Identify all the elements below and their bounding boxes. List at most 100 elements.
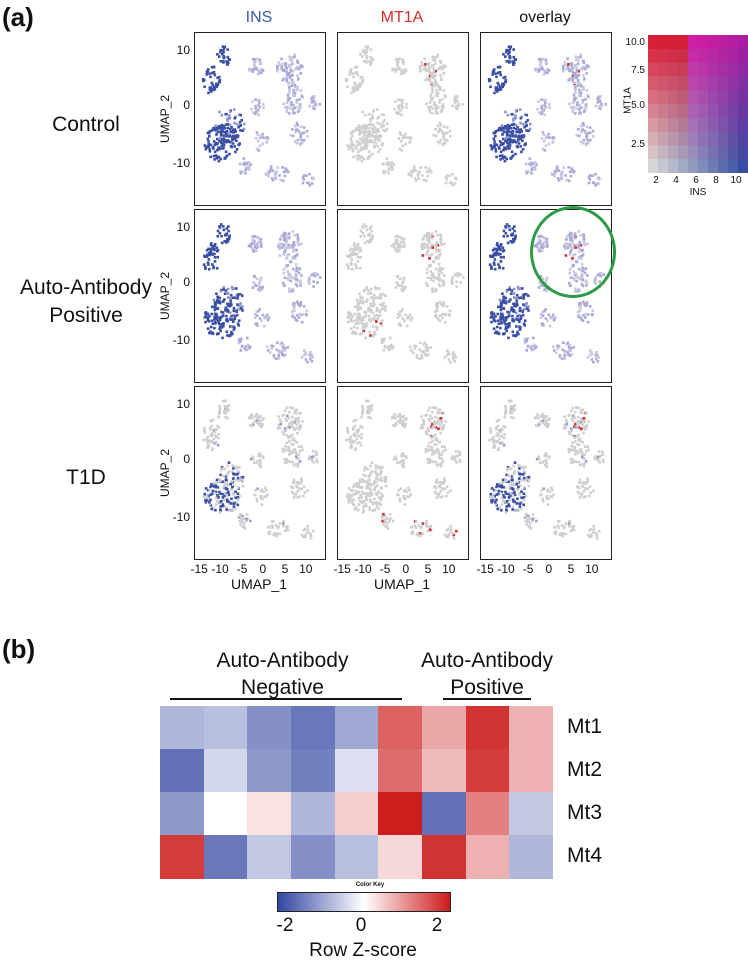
umap-point — [450, 456, 454, 460]
umap-point — [293, 234, 297, 237]
umap-point — [293, 409, 297, 412]
umap-point — [529, 521, 532, 525]
umap-point — [209, 428, 212, 431]
umap-point — [381, 303, 384, 306]
umap-plot-2-1 — [337, 386, 469, 560]
umap-point — [224, 415, 227, 419]
umap-point — [301, 176, 305, 179]
umap-point — [582, 489, 586, 493]
umap-point — [292, 443, 295, 447]
legend-cell — [708, 48, 719, 64]
umap-point — [375, 131, 378, 134]
umap-point — [516, 508, 519, 511]
umap-point — [350, 247, 353, 251]
umap-point — [567, 345, 571, 349]
umap-point — [294, 427, 297, 430]
umap-point — [220, 141, 223, 145]
legend-cell — [668, 131, 679, 146]
umap-point — [514, 127, 518, 131]
legend-cell — [698, 90, 709, 105]
umap-point — [497, 71, 500, 75]
umap-point — [434, 94, 438, 98]
umap-point — [514, 304, 518, 307]
umap-point — [557, 526, 560, 529]
umap-point — [255, 497, 259, 501]
umap-point — [346, 431, 350, 434]
umap-point — [504, 80, 507, 84]
umap-point — [414, 344, 418, 348]
umap-point — [220, 144, 223, 148]
umap-point — [504, 110, 507, 114]
umap-point — [527, 170, 530, 173]
umap-point — [217, 433, 220, 436]
umap-point — [218, 511, 222, 514]
umap-point — [227, 58, 231, 61]
umap-point — [440, 316, 444, 319]
umap-point — [352, 90, 356, 93]
umap-point — [434, 276, 437, 280]
umap-point — [584, 131, 587, 135]
umap-point — [547, 455, 551, 458]
umap-point — [515, 293, 519, 297]
legend-cell — [738, 62, 748, 77]
umap-point — [513, 117, 516, 121]
umap-point — [432, 421, 436, 425]
umap-point — [207, 251, 211, 255]
umap-point — [577, 461, 581, 464]
umap-point — [563, 61, 567, 64]
umap-point — [241, 480, 244, 483]
umap-point — [408, 136, 412, 139]
umap-point — [214, 317, 217, 321]
umap-point — [365, 141, 369, 144]
umap-point — [389, 336, 392, 340]
umap-point — [282, 284, 286, 287]
umap-point — [438, 485, 442, 489]
umap-point — [581, 411, 584, 415]
umap-point — [257, 69, 260, 72]
umap-point — [225, 318, 228, 322]
umap-point — [409, 318, 413, 322]
umap-point — [353, 247, 357, 250]
umap-point — [513, 408, 516, 412]
umap-point — [283, 458, 286, 461]
legend-cell — [678, 90, 689, 105]
umap-point — [399, 418, 402, 421]
umap-point — [574, 112, 577, 115]
umap-point — [295, 99, 299, 102]
umap-point — [457, 450, 461, 453]
umap-point — [345, 79, 348, 83]
umap-point — [564, 174, 567, 177]
umap-point — [357, 317, 360, 321]
umap-point — [600, 104, 604, 107]
legend-cell — [718, 76, 729, 91]
umap-point — [507, 300, 511, 303]
umap-point — [375, 475, 379, 479]
umap-point — [398, 414, 402, 417]
umap-point — [236, 496, 239, 500]
x-tick-label: 5 — [567, 562, 575, 576]
umap-point — [382, 339, 386, 343]
umap-point — [400, 69, 403, 72]
umap-point — [495, 503, 499, 507]
umap-point — [519, 121, 522, 125]
umap-point — [512, 63, 515, 66]
legend-y-tick: 10.0 — [625, 37, 645, 48]
umap-point — [369, 309, 373, 312]
umap-point — [522, 303, 525, 306]
umap-point — [312, 529, 315, 533]
umap-point — [399, 99, 403, 102]
x-tick-label: -5 — [522, 562, 534, 576]
umap-point — [374, 464, 378, 468]
umap-point — [402, 237, 406, 241]
umap-point — [537, 100, 540, 103]
umap-point — [397, 284, 401, 287]
umap-point — [254, 66, 258, 69]
umap-point — [586, 94, 590, 97]
umap-point — [522, 293, 526, 296]
umap-point — [490, 487, 494, 490]
umap-point — [440, 420, 444, 424]
umap-point — [571, 169, 574, 172]
umap-point — [539, 63, 542, 66]
umap-point — [235, 287, 238, 290]
umap-point — [359, 255, 362, 259]
